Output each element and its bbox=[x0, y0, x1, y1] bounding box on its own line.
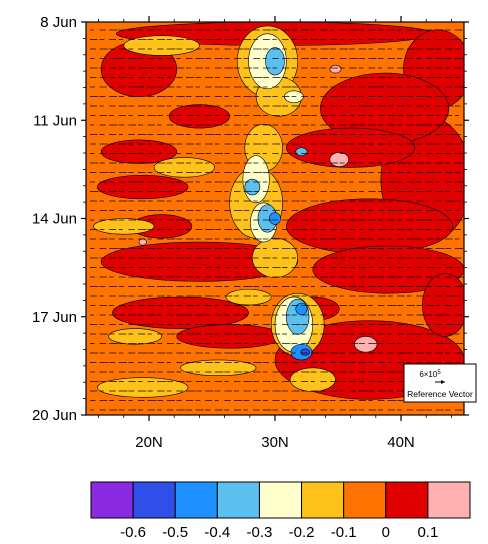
contour-region bbox=[100, 139, 178, 164]
contour-region bbox=[244, 178, 261, 196]
colorbar-swatch bbox=[258, 481, 303, 519]
contour-region bbox=[93, 218, 155, 235]
y-tick-label: 20 Jun bbox=[32, 407, 77, 424]
contour-region bbox=[329, 152, 350, 167]
colorbar-label: 0 bbox=[382, 524, 390, 541]
contour-region bbox=[138, 238, 147, 246]
contour-region bbox=[295, 302, 308, 316]
reference-value: 6×105 bbox=[419, 370, 441, 379]
x-tick-label: 20N bbox=[135, 434, 163, 451]
colorbar-label: -0.2 bbox=[289, 524, 315, 541]
contour-region bbox=[225, 288, 272, 306]
contour-region bbox=[354, 336, 378, 353]
x-tick-label: 30N bbox=[261, 434, 289, 451]
colorbar-label: 0.1 bbox=[417, 524, 438, 541]
contour-region bbox=[123, 35, 200, 56]
contour-region bbox=[97, 377, 189, 398]
colorbar-swatch bbox=[427, 481, 471, 519]
contour-region bbox=[289, 367, 336, 392]
contour-region bbox=[286, 198, 453, 255]
y-tick-label: 11 Jun bbox=[33, 112, 77, 129]
contour-region bbox=[286, 127, 416, 168]
colorbar-label: -0.5 bbox=[162, 524, 188, 541]
contour-region bbox=[100, 241, 298, 282]
colorbar: -0.6 -0.5 -0.4 -0.3 -0.2 -0.1 0 0.1 bbox=[90, 481, 471, 541]
contour-region bbox=[300, 348, 311, 356]
colorbar-swatch bbox=[90, 481, 134, 519]
contour-region bbox=[265, 47, 285, 76]
wind-vectors bbox=[90, 29, 464, 411]
contour-region bbox=[176, 324, 283, 349]
reference-arrowhead bbox=[441, 380, 445, 384]
contour-region bbox=[295, 147, 308, 156]
colorbar-label: -0.1 bbox=[331, 524, 357, 541]
contour-region bbox=[97, 174, 189, 200]
colorbar-label: -0.6 bbox=[120, 524, 146, 541]
plot-area bbox=[85, 21, 465, 416]
x-tick-label: 40N bbox=[387, 434, 415, 451]
contour-region bbox=[168, 104, 230, 129]
colorbar-swatch bbox=[301, 481, 345, 519]
colorbar-label: -0.4 bbox=[204, 524, 230, 541]
x-axis: 20N 30N 40N bbox=[98, 16, 452, 451]
colorbar-swatch bbox=[174, 481, 218, 519]
reference-box-frame bbox=[403, 363, 477, 403]
colorbar-label: -0.3 bbox=[247, 524, 273, 541]
colorbar-swatch bbox=[343, 481, 387, 519]
colorbar-swatch bbox=[216, 481, 260, 519]
reference-vector-box: 6×105 Reference Vector bbox=[403, 363, 477, 403]
reference-caption: Reference Vector bbox=[407, 389, 473, 399]
contour-region bbox=[329, 64, 342, 74]
contour-region bbox=[153, 157, 215, 178]
contour-region bbox=[269, 212, 281, 225]
colorbar-swatch bbox=[132, 481, 176, 519]
y-tick-label: 17 Jun bbox=[32, 309, 77, 326]
y-axis: 8 Jun 11 Jun 14 Jun 17 Jun 20 Jun bbox=[32, 14, 469, 424]
y-tick-label: 14 Jun bbox=[32, 211, 77, 228]
contour-region bbox=[108, 328, 162, 345]
colorbar-swatch bbox=[385, 481, 429, 519]
contour-region bbox=[112, 296, 249, 329]
contour-region bbox=[422, 273, 464, 337]
y-tick-label: 8 Jun bbox=[40, 14, 77, 31]
